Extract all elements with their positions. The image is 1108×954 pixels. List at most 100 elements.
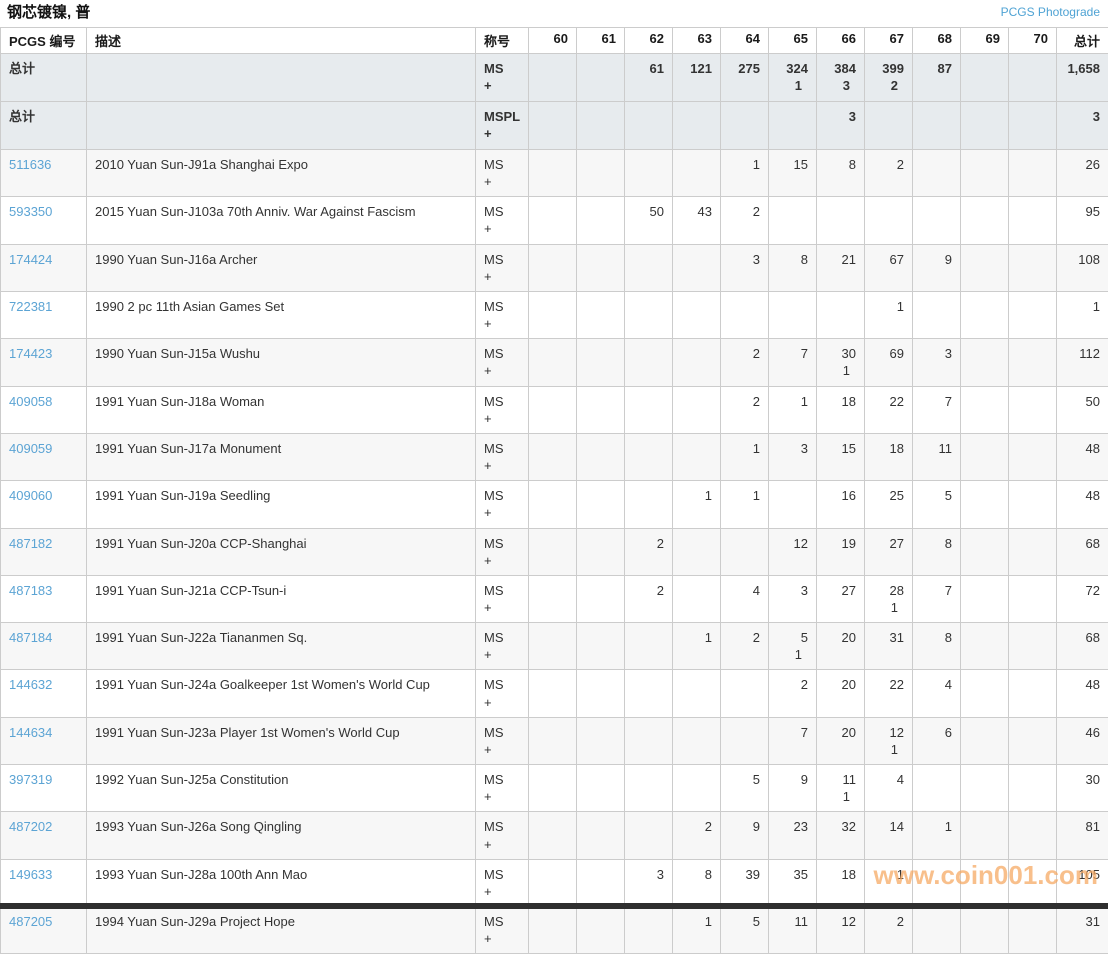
grade-count: 12 bbox=[777, 535, 808, 552]
grade-cell bbox=[673, 150, 721, 197]
grade-count: 4 bbox=[921, 676, 952, 693]
pcgs-number-link[interactable]: 144634 bbox=[9, 725, 52, 740]
pcgs-number-link[interactable]: 174423 bbox=[9, 346, 52, 361]
pcgs-number-link[interactable]: 409058 bbox=[9, 394, 52, 409]
grade-count: 3 bbox=[729, 251, 760, 268]
grade-cell: 15 bbox=[817, 433, 865, 480]
grade-cell: 25 bbox=[865, 481, 913, 528]
pcgs-number-link[interactable]: 174424 bbox=[9, 252, 52, 267]
grade-cell bbox=[1009, 197, 1057, 244]
pcgs-number-link[interactable]: 593350 bbox=[9, 204, 52, 219]
grade-count: 30 bbox=[825, 345, 856, 362]
pcgs-number-link[interactable]: 487182 bbox=[9, 536, 52, 551]
grade-cell: 11 bbox=[913, 433, 961, 480]
grade-cell bbox=[625, 907, 673, 954]
grade-count: 2 bbox=[729, 203, 760, 220]
col-header-total: 总计 bbox=[1057, 28, 1108, 54]
grade-cell bbox=[961, 244, 1009, 291]
grade-cell: 21 bbox=[817, 244, 865, 291]
grade-cell: 1 bbox=[721, 481, 769, 528]
grade-cell: 1 bbox=[673, 481, 721, 528]
grade-cell bbox=[961, 575, 1009, 622]
col-header-67: 67 bbox=[865, 28, 913, 54]
grade-count: 108 bbox=[1065, 251, 1100, 268]
grade-cell: 2 bbox=[769, 670, 817, 717]
designation-cell: MS + bbox=[476, 291, 529, 338]
page-header: 钢芯镀镍, 普 PCGS Photograde bbox=[0, 0, 1108, 27]
pcgs-number-link[interactable]: 487184 bbox=[9, 630, 52, 645]
description-cell: 1991 Yuan Sun-J18a Woman bbox=[87, 386, 476, 433]
total-cell: 46 bbox=[1057, 717, 1108, 764]
total-cell: 48 bbox=[1057, 670, 1108, 717]
grade-count: 72 bbox=[1065, 582, 1100, 599]
pcgs-number-cell: 487202 bbox=[1, 812, 87, 859]
pcgs-number-link[interactable]: 722381 bbox=[9, 299, 52, 314]
pcgs-number-link[interactable]: 487183 bbox=[9, 583, 52, 598]
pcgs-number-cell: 144632 bbox=[1, 670, 87, 717]
pcgs-number-link[interactable]: 149633 bbox=[9, 867, 52, 882]
grade-count: 3 bbox=[633, 866, 664, 883]
pcgs-number-link[interactable]: 487205 bbox=[9, 914, 52, 929]
pcgs-number-link[interactable]: 409059 bbox=[9, 441, 52, 456]
grade-cell bbox=[577, 433, 625, 480]
col-header-62: 62 bbox=[625, 28, 673, 54]
grade-cell bbox=[529, 717, 577, 764]
grade-count: 22 bbox=[873, 393, 904, 410]
total-cell: 68 bbox=[1057, 528, 1108, 575]
pcgs-number-link[interactable]: 144632 bbox=[9, 677, 52, 692]
grade-cell bbox=[529, 575, 577, 622]
pcgs-number-link[interactable]: 409060 bbox=[9, 488, 52, 503]
grade-count: 95 bbox=[1065, 203, 1100, 220]
plus-grade-count: 2 bbox=[873, 77, 904, 94]
description-cell: 1990 Yuan Sun-J16a Archer bbox=[87, 244, 476, 291]
plus-grade-count: 1 bbox=[825, 362, 856, 379]
grade-count: 68 bbox=[1065, 629, 1100, 646]
grade-cell bbox=[625, 623, 673, 670]
grade-cell bbox=[673, 670, 721, 717]
grade-count: 12 bbox=[825, 913, 856, 930]
description-cell bbox=[87, 54, 476, 102]
grade-count: 399 bbox=[873, 60, 904, 77]
total-cell: 1,658 bbox=[1057, 54, 1108, 102]
grade-cell bbox=[961, 481, 1009, 528]
description-cell: 1994 Yuan Sun-J29a Project Hope bbox=[87, 907, 476, 954]
col-header-description: 描述 bbox=[87, 28, 476, 54]
bottom-scroll-bar[interactable] bbox=[0, 903, 1108, 909]
total-cell: 68 bbox=[1057, 623, 1108, 670]
designation-cell: MS + bbox=[476, 765, 529, 812]
designation-cell: MS + bbox=[476, 670, 529, 717]
pcgs-number-cell: 397319 bbox=[1, 765, 87, 812]
grade-cell bbox=[913, 197, 961, 244]
grade-cell: 50 bbox=[625, 197, 673, 244]
grade-count: 31 bbox=[1065, 913, 1100, 930]
grade-cell: 2 bbox=[865, 907, 913, 954]
pcgs-number-link[interactable]: 397319 bbox=[9, 772, 52, 787]
plus-grade-count: 1 bbox=[873, 599, 904, 616]
grade-count: 8 bbox=[681, 866, 712, 883]
grade-cell bbox=[577, 197, 625, 244]
grade-count: 7 bbox=[777, 724, 808, 741]
grade-cell: 5 bbox=[913, 481, 961, 528]
photograde-link[interactable]: PCGS Photograde bbox=[1001, 5, 1100, 19]
grade-cell: 32 bbox=[817, 812, 865, 859]
grade-count: 46 bbox=[1065, 724, 1100, 741]
grade-count: 1 bbox=[873, 298, 904, 315]
grade-count: 8 bbox=[825, 156, 856, 173]
grade-cell: 121 bbox=[673, 54, 721, 102]
grade-count: 275 bbox=[729, 60, 760, 77]
pcgs-number-link[interactable]: 487202 bbox=[9, 819, 52, 834]
pcgs-number-link[interactable]: 511636 bbox=[9, 157, 51, 172]
grade-cell bbox=[1009, 433, 1057, 480]
grade-cell bbox=[817, 197, 865, 244]
designation-cell: MS + bbox=[476, 197, 529, 244]
grade-cell bbox=[961, 102, 1009, 150]
